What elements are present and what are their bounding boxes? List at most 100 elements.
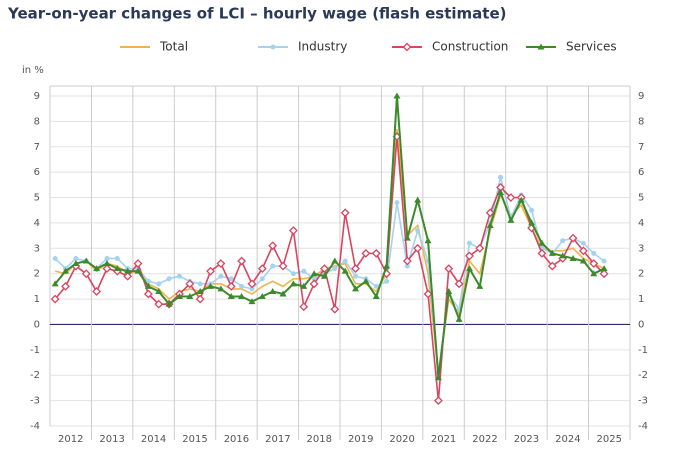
y-tick-label: 9 bbox=[34, 91, 40, 102]
y2-tick-label: -4 bbox=[638, 421, 648, 432]
point bbox=[528, 219, 536, 226]
point bbox=[568, 233, 578, 243]
x-tick-label: 2017 bbox=[265, 434, 290, 445]
point bbox=[238, 293, 246, 300]
point bbox=[154, 299, 164, 309]
point bbox=[145, 278, 151, 284]
point bbox=[465, 251, 474, 261]
y2-tick-label: 6 bbox=[638, 167, 644, 178]
point bbox=[414, 196, 422, 203]
point bbox=[186, 293, 194, 300]
point bbox=[434, 374, 442, 381]
point bbox=[466, 240, 472, 246]
point bbox=[270, 263, 276, 269]
point bbox=[249, 286, 255, 292]
point bbox=[433, 396, 443, 406]
point bbox=[279, 290, 287, 297]
point bbox=[415, 228, 421, 234]
point bbox=[62, 267, 70, 274]
point bbox=[175, 293, 183, 300]
point bbox=[342, 258, 348, 264]
point bbox=[498, 174, 504, 180]
point bbox=[278, 261, 288, 271]
point bbox=[423, 289, 433, 299]
point bbox=[320, 272, 328, 279]
y-tick-label: 4 bbox=[34, 218, 40, 229]
point bbox=[228, 276, 234, 282]
point bbox=[93, 265, 101, 272]
point bbox=[82, 257, 90, 264]
y2-tick-label: 2 bbox=[638, 269, 644, 280]
point bbox=[72, 260, 80, 267]
point bbox=[73, 255, 79, 261]
point bbox=[143, 289, 153, 299]
point bbox=[497, 188, 505, 195]
point bbox=[61, 281, 70, 291]
point bbox=[330, 304, 340, 314]
point bbox=[299, 302, 309, 312]
y2-tick-label: 5 bbox=[638, 193, 644, 204]
point bbox=[103, 260, 111, 267]
point bbox=[237, 256, 247, 266]
point bbox=[301, 268, 307, 274]
y-tick-label: -1 bbox=[30, 345, 40, 356]
point bbox=[227, 293, 235, 300]
point bbox=[218, 273, 224, 279]
y-tick-label: 7 bbox=[34, 142, 40, 153]
legend-label: Total bbox=[159, 40, 188, 54]
y-tick-label: 8 bbox=[34, 116, 40, 127]
point bbox=[547, 261, 557, 271]
y2-tick-label: 8 bbox=[638, 116, 644, 127]
y-tick-label: 3 bbox=[34, 243, 40, 254]
point bbox=[259, 276, 265, 282]
point bbox=[362, 277, 370, 284]
point bbox=[185, 279, 195, 289]
point bbox=[548, 249, 556, 256]
x-tick-label: 2022 bbox=[472, 434, 497, 445]
point bbox=[320, 264, 329, 274]
point bbox=[599, 269, 609, 279]
point bbox=[195, 294, 205, 304]
point bbox=[332, 266, 338, 272]
y2-tick-label: -3 bbox=[638, 396, 648, 407]
y2-tick-label: 4 bbox=[638, 218, 644, 229]
point bbox=[144, 282, 152, 289]
point bbox=[134, 267, 142, 274]
point bbox=[176, 273, 182, 279]
point bbox=[226, 281, 236, 291]
point bbox=[288, 226, 298, 235]
x-tick-label: 2012 bbox=[58, 434, 83, 445]
point bbox=[424, 237, 432, 244]
y-unit: in % bbox=[22, 65, 44, 76]
point bbox=[600, 265, 608, 272]
y-tick-label: 5 bbox=[34, 193, 40, 204]
chart-title: Year-on-year changes of LCI – hourly wag… bbox=[7, 5, 507, 23]
point bbox=[51, 280, 59, 287]
point bbox=[269, 287, 277, 294]
point bbox=[486, 221, 494, 228]
point bbox=[591, 250, 597, 256]
point bbox=[257, 264, 267, 274]
point bbox=[197, 281, 203, 287]
point bbox=[383, 262, 391, 269]
legend-marker bbox=[402, 42, 412, 52]
y2-tick-label: 7 bbox=[638, 142, 644, 153]
point bbox=[102, 264, 112, 274]
point bbox=[239, 283, 245, 289]
x-tick-label: 2016 bbox=[224, 434, 249, 445]
point bbox=[268, 241, 278, 251]
point bbox=[372, 293, 380, 300]
point bbox=[475, 243, 485, 253]
x-tick-label: 2018 bbox=[307, 434, 332, 445]
point bbox=[113, 265, 121, 272]
point bbox=[601, 258, 607, 264]
point bbox=[196, 287, 204, 294]
point bbox=[393, 92, 401, 99]
point bbox=[165, 300, 173, 307]
point bbox=[217, 285, 225, 292]
point bbox=[559, 252, 567, 259]
point bbox=[445, 287, 453, 294]
y-tick-label: -2 bbox=[30, 370, 40, 381]
point bbox=[455, 315, 463, 322]
